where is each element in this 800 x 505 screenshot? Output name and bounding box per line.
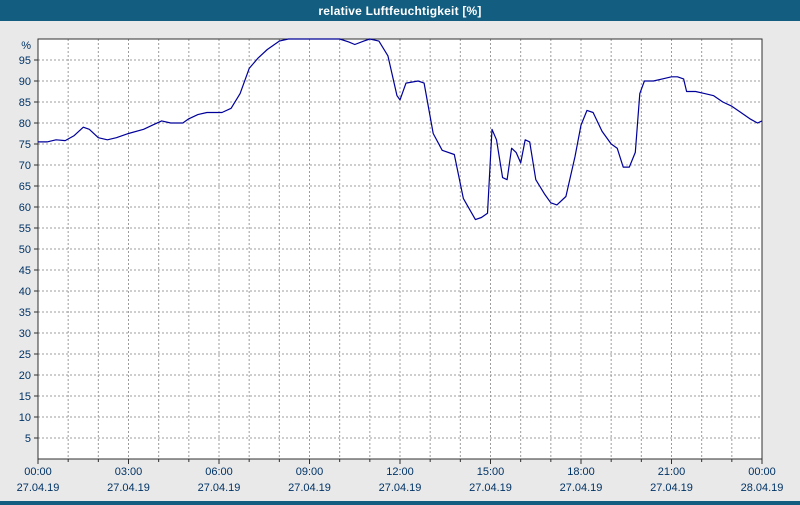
x-tick-time-label: 15:00 [477, 466, 505, 478]
y-tick-label: 30 [19, 328, 31, 340]
titlebar: relative Luftfeuchtigkeit [%] [0, 0, 800, 21]
x-tick-time-label: 06:00 [205, 466, 233, 478]
x-tick-date-label: 27.04.19 [469, 482, 512, 494]
x-tick-time-label: 09:00 [296, 466, 324, 478]
y-tick-label: 20 [19, 370, 31, 382]
y-tick-label: 55 [19, 223, 31, 235]
y-tick-label: 35 [19, 307, 31, 319]
x-tick-date-label: 27.04.19 [198, 482, 241, 494]
chart-area: 5 10 15 20 25 30 35 40 45 50 55 60 65 70 75 80 85 90 95% 00… [0, 21, 800, 501]
y-tick-label: 5 [25, 433, 31, 445]
y-tick-label: 70 [19, 160, 31, 172]
x-tick-date-label: 28.04.19 [741, 482, 784, 494]
y-tick-label: 75 [19, 139, 31, 151]
y-tick-label: 80 [19, 118, 31, 130]
y-tick-label: 40 [19, 286, 31, 298]
y-tick-label: 90 [19, 76, 31, 88]
x-tick-time-label: 00:00 [24, 466, 52, 478]
y-tick-label: 45 [19, 265, 31, 277]
y-tick-label: 65 [19, 181, 31, 193]
y-tick-label: 15 [19, 391, 31, 403]
x-tick-date-label: 27.04.19 [650, 482, 693, 494]
y-tick-label: 10 [19, 412, 31, 424]
y-tick-label: 50 [19, 244, 31, 256]
y-tick-label: 60 [19, 202, 31, 214]
x-tick-time-label: 03:00 [115, 466, 143, 478]
x-tick-time-label: 12:00 [386, 466, 414, 478]
x-tick-time-label: 00:00 [748, 466, 776, 478]
x-tick-date-label: 27.04.19 [288, 482, 331, 494]
window-bottom-border [0, 501, 800, 505]
humidity-line-chart: 5 10 15 20 25 30 35 40 45 50 55 60 65 70 75 80 85 90 95% 00… [17, 38, 784, 494]
chart-title: relative Luftfeuchtigkeit [%] [318, 3, 482, 18]
y-tick-label: 25 [19, 349, 31, 361]
humidity-series-line [38, 38, 763, 221]
x-tick-date-label: 27.04.19 [379, 482, 422, 494]
x-tick-date-label: 27.04.19 [17, 482, 60, 494]
x-tick-time-label: 21:00 [658, 466, 686, 478]
y-tick-label: 95 [19, 55, 31, 67]
y-axis-unit-label: % [21, 40, 31, 52]
x-tick-time-label: 18:00 [567, 466, 595, 478]
x-tick-date-label: 27.04.19 [107, 482, 150, 494]
x-tick-date-label: 27.04.19 [560, 482, 603, 494]
y-tick-label: 85 [19, 97, 31, 109]
